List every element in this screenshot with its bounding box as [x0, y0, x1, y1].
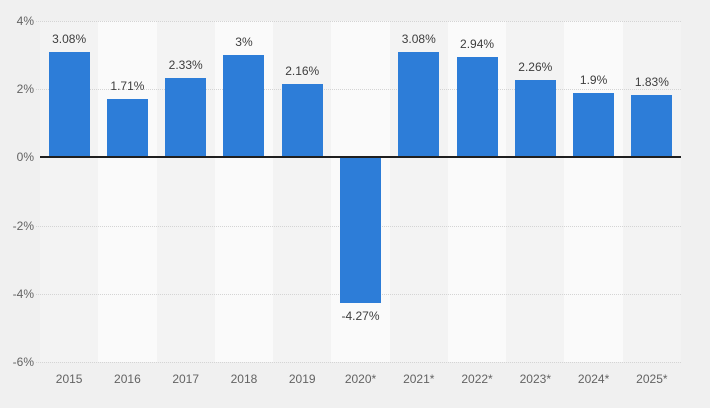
x-axis-tick-label: 2025* — [636, 372, 668, 386]
bar-2023[interactable] — [514, 80, 556, 157]
value-label: 3.08% — [401, 32, 436, 47]
x-axis-tick-label: 2024* — [577, 372, 610, 386]
x-axis-tick-label: 2017 — [172, 372, 200, 386]
zero-axis-line — [40, 156, 681, 159]
bar-2016[interactable] — [106, 99, 148, 157]
bar-2015[interactable] — [48, 52, 90, 157]
value-label: 3% — [235, 35, 253, 50]
y-axis-tick-label: -4% — [12, 286, 34, 301]
x-axis-tick-label: 2018 — [230, 372, 258, 386]
bar-2017[interactable] — [165, 77, 207, 157]
bar-2025[interactable] — [631, 94, 673, 157]
y-axis-tick-label: -6% — [12, 355, 34, 369]
x-axis-tick-label: 2015 — [55, 372, 83, 386]
y-axis-tick-label: 0% — [16, 150, 34, 165]
x-axis-tick-label: 2020* — [344, 372, 377, 386]
value-label: 1.71% — [110, 79, 145, 94]
value-label: -4.27% — [341, 309, 380, 323]
value-label: 2.33% — [168, 57, 203, 72]
x-axis-tick-label: 2019 — [288, 372, 316, 386]
plot-band — [156, 21, 215, 362]
plot-band — [273, 21, 332, 362]
gridline — [36, 21, 681, 22]
bar-2024[interactable] — [573, 92, 615, 157]
plot-band — [98, 21, 157, 362]
y-axis-tick-label: 2% — [16, 82, 34, 97]
value-label: 3.08% — [52, 32, 87, 47]
x-axis-tick-label: 2016 — [114, 372, 141, 386]
value-label: 2.26% — [518, 60, 553, 75]
x-axis-tick-label: 2021* — [403, 372, 435, 386]
gridline — [36, 89, 681, 91]
x-axis-tick-label: 2022* — [461, 372, 493, 386]
plot-band — [622, 21, 681, 362]
value-label: 2.16% — [285, 63, 320, 78]
value-label: 1.9% — [579, 72, 608, 87]
plot-band — [506, 21, 565, 362]
value-label: 1.83% — [634, 74, 669, 89]
y-axis-tick-label: -2% — [12, 218, 34, 233]
bar-2020[interactable] — [340, 158, 381, 303]
plot-band — [564, 21, 623, 362]
x-axis-tick-label: 2023* — [519, 372, 551, 386]
value-label: 2.94% — [460, 37, 495, 52]
bar-2021[interactable] — [398, 52, 440, 157]
bar-2018[interactable] — [223, 55, 265, 157]
bar-2022[interactable] — [456, 57, 498, 157]
y-axis-tick-label: 4% — [16, 14, 34, 28]
gridline — [36, 362, 681, 363]
bar-2019[interactable] — [281, 83, 323, 157]
